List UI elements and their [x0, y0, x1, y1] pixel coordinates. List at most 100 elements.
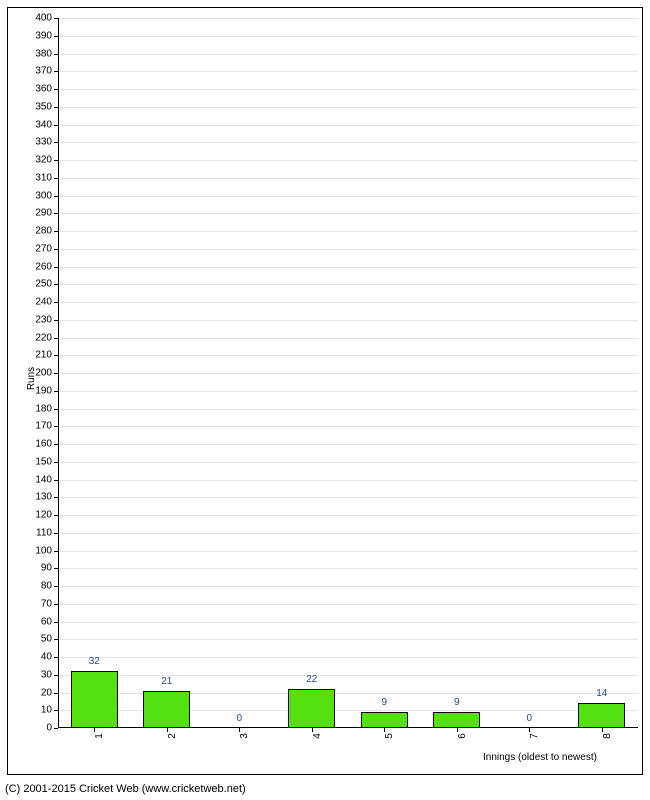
gridline	[58, 373, 638, 374]
x-tick-label: 2	[167, 733, 178, 739]
y-tick-label: 310	[35, 172, 52, 183]
gridline	[58, 515, 638, 516]
x-tick-label: 5	[384, 733, 395, 739]
bar	[433, 712, 480, 728]
y-tick-label: 330	[35, 137, 52, 148]
bar	[578, 703, 625, 728]
y-axis-line	[58, 18, 59, 728]
y-tick-label: 210	[35, 350, 52, 361]
gridline	[58, 551, 638, 552]
gridline	[58, 391, 638, 392]
y-axis-title: Runs	[26, 367, 37, 390]
gridline	[58, 302, 638, 303]
chart-frame: 0102030405060708090100110120130140150160…	[7, 7, 643, 775]
x-tick-mark	[94, 728, 95, 732]
x-tick-mark	[384, 728, 385, 732]
gridline	[58, 355, 638, 356]
gridline	[58, 480, 638, 481]
bar-value-label: 22	[306, 674, 317, 685]
x-tick-label: 6	[457, 733, 468, 739]
x-tick-label: 8	[602, 733, 613, 739]
gridline	[58, 231, 638, 232]
y-tick-label: 250	[35, 279, 52, 290]
gridline	[58, 160, 638, 161]
gridline	[58, 284, 638, 285]
x-tick-label: 4	[312, 733, 323, 739]
y-tick-label: 160	[35, 439, 52, 450]
x-tick-mark	[529, 728, 530, 732]
y-tick-label: 200	[35, 368, 52, 379]
y-tick-label: 390	[35, 30, 52, 41]
y-tick-label: 60	[41, 616, 52, 627]
y-tick-label: 290	[35, 208, 52, 219]
y-tick-label: 40	[41, 652, 52, 663]
x-tick-mark	[312, 728, 313, 732]
y-tick-label: 50	[41, 634, 52, 645]
y-tick-label: 80	[41, 581, 52, 592]
x-tick-mark	[457, 728, 458, 732]
x-tick-label: 3	[239, 733, 250, 739]
y-tick-label: 0	[46, 723, 52, 734]
bar-value-label: 9	[381, 697, 387, 708]
gridline	[58, 54, 638, 55]
gridline	[58, 657, 638, 658]
y-tick-label: 280	[35, 226, 52, 237]
bar	[288, 689, 335, 728]
y-tick-label: 130	[35, 492, 52, 503]
y-tick-label: 370	[35, 66, 52, 77]
y-tick-label: 30	[41, 669, 52, 680]
gridline	[58, 71, 638, 72]
gridline	[58, 604, 638, 605]
gridline	[58, 267, 638, 268]
gridline	[58, 338, 638, 339]
gridline	[58, 142, 638, 143]
x-axis-title: Innings (oldest to newest)	[483, 752, 597, 763]
gridline	[58, 178, 638, 179]
gridline	[58, 36, 638, 37]
bar-value-label: 32	[89, 656, 100, 667]
y-tick-label: 190	[35, 385, 52, 396]
y-tick-label: 270	[35, 243, 52, 254]
y-tick-label: 260	[35, 261, 52, 272]
gridline	[58, 213, 638, 214]
bar-value-label: 0	[526, 713, 532, 724]
gridline	[58, 320, 638, 321]
bar	[71, 671, 118, 728]
y-tick-label: 140	[35, 474, 52, 485]
y-tick-label: 350	[35, 101, 52, 112]
bar	[361, 712, 408, 728]
x-tick-mark	[239, 728, 240, 732]
y-tick-label: 400	[35, 13, 52, 24]
gridline	[58, 586, 638, 587]
x-tick-label: 7	[529, 733, 540, 739]
y-tick-label: 380	[35, 48, 52, 59]
gridline	[58, 249, 638, 250]
bar-value-label: 14	[596, 688, 607, 699]
y-tick-label: 240	[35, 297, 52, 308]
y-tick-label: 100	[35, 545, 52, 556]
y-tick-label: 120	[35, 510, 52, 521]
gridline	[58, 462, 638, 463]
gridline	[58, 89, 638, 90]
gridline	[58, 426, 638, 427]
gridline	[58, 675, 638, 676]
y-tick-label: 230	[35, 314, 52, 325]
gridline	[58, 622, 638, 623]
y-tick-label: 10	[41, 705, 52, 716]
bar-value-label: 9	[454, 697, 460, 708]
gridline	[58, 196, 638, 197]
chart-container: 0102030405060708090100110120130140150160…	[0, 0, 650, 800]
y-tick-label: 220	[35, 332, 52, 343]
y-tick-label: 170	[35, 421, 52, 432]
x-tick-label: 1	[94, 733, 105, 739]
gridline	[58, 18, 638, 19]
plot-area: 0102030405060708090100110120130140150160…	[58, 18, 638, 728]
gridline	[58, 497, 638, 498]
y-tick-label: 180	[35, 403, 52, 414]
y-tick-label: 320	[35, 155, 52, 166]
y-tick-label: 300	[35, 190, 52, 201]
gridline	[58, 107, 638, 108]
gridline	[58, 639, 638, 640]
x-tick-mark	[167, 728, 168, 732]
y-tick-label: 110	[36, 527, 52, 538]
